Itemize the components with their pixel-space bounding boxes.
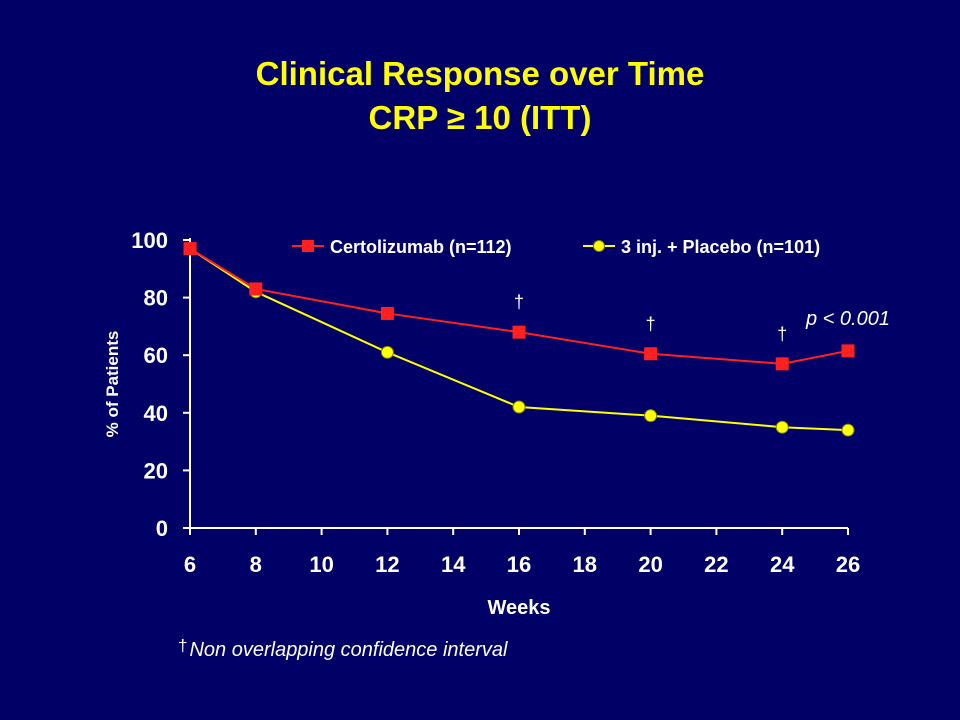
data-point-square bbox=[644, 347, 658, 361]
slide-title: Clinical Response over Time CRP ≥ 10 (IT… bbox=[0, 52, 960, 140]
significance-dagger: † bbox=[514, 292, 524, 312]
title-line-1: Clinical Response over Time bbox=[255, 55, 705, 92]
significance-dagger: † bbox=[777, 324, 787, 344]
x-axis-title: Weeks bbox=[487, 597, 550, 619]
significance-dagger: † bbox=[646, 314, 656, 334]
x-tick-label: 10 bbox=[309, 552, 333, 577]
data-point-square bbox=[380, 306, 394, 320]
x-tick-label: 20 bbox=[638, 552, 662, 577]
title-itt: 10 (ITT) bbox=[474, 99, 592, 136]
data-point-circle bbox=[775, 420, 789, 434]
y-tick-label: 0 bbox=[156, 516, 168, 541]
data-point-square bbox=[249, 282, 263, 296]
title-crp: CRP bbox=[368, 99, 438, 136]
y-tick-label: 40 bbox=[144, 401, 168, 426]
footnote-text: Non overlapping confidence interval bbox=[189, 639, 508, 661]
data-point-square bbox=[841, 344, 855, 358]
y-tick-label: 60 bbox=[144, 343, 168, 368]
data-point-circle bbox=[512, 400, 526, 414]
title-line-2: CRP ≥ 10 (ITT) bbox=[0, 96, 960, 140]
x-tick-label: 22 bbox=[704, 552, 728, 577]
title-geq-symbol: ≥ bbox=[446, 99, 465, 136]
y-tick-label: 80 bbox=[144, 286, 168, 311]
x-tick-label: 12 bbox=[375, 552, 399, 577]
x-tick-label: 16 bbox=[507, 552, 531, 577]
y-tick-label: 20 bbox=[144, 458, 168, 483]
footnote-dagger: † bbox=[178, 636, 188, 655]
y-tick-label: 100 bbox=[131, 228, 168, 253]
data-point-circle bbox=[644, 409, 658, 423]
data-point-square bbox=[512, 325, 526, 339]
x-tick-label: 6 bbox=[184, 552, 196, 577]
legend-label: 3 inj. + Placebo (n=101) bbox=[621, 237, 820, 257]
x-tick-label: 8 bbox=[250, 552, 262, 577]
legend-marker-square bbox=[302, 240, 314, 252]
x-tick-label: 24 bbox=[770, 552, 795, 577]
x-tick-label: 26 bbox=[836, 552, 860, 577]
y-axis-title: % of Patients bbox=[103, 331, 122, 438]
footnote: † Non overlapping confidence interval bbox=[178, 636, 507, 662]
data-point-square bbox=[775, 357, 789, 371]
data-point-square bbox=[183, 242, 197, 256]
p-value-annotation: p < 0.001 bbox=[805, 308, 890, 330]
x-tick-label: 18 bbox=[573, 552, 597, 577]
legend-marker-circle bbox=[593, 240, 605, 252]
data-point-circle bbox=[380, 345, 394, 359]
legend-label: Certolizumab (n=112) bbox=[330, 237, 512, 257]
x-tick-label: 14 bbox=[441, 552, 466, 577]
data-point-circle bbox=[841, 423, 855, 437]
